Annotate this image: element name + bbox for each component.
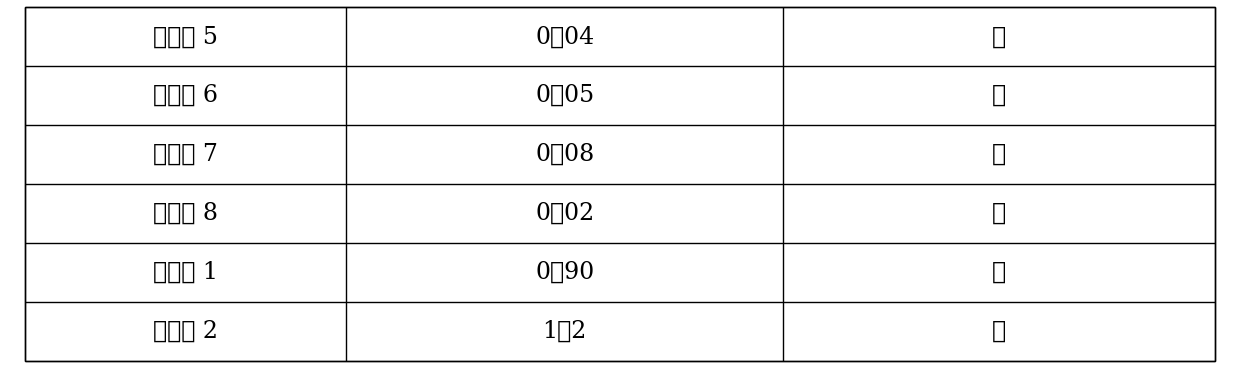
Text: 实施例 5: 实施例 5	[153, 25, 218, 48]
Text: 0．05: 0．05	[536, 84, 594, 107]
Text: 1．2: 1．2	[542, 320, 587, 343]
Text: 对比例 1: 对比例 1	[153, 261, 218, 284]
Text: 有: 有	[992, 320, 1006, 343]
Text: 实施例 7: 实施例 7	[153, 143, 218, 166]
Text: 实施例 6: 实施例 6	[153, 84, 218, 107]
Text: 0．02: 0．02	[534, 202, 594, 225]
Text: 0．08: 0．08	[534, 143, 594, 166]
Text: 无: 无	[992, 84, 1006, 107]
Text: 对比例 2: 对比例 2	[153, 320, 218, 343]
Text: 无: 无	[992, 143, 1006, 166]
Text: 无: 无	[992, 25, 1006, 48]
Text: 0．04: 0．04	[534, 25, 594, 48]
Text: 有: 有	[992, 261, 1006, 284]
Text: 实施例 8: 实施例 8	[153, 202, 218, 225]
Text: 无: 无	[992, 202, 1006, 225]
Text: 0．90: 0．90	[534, 261, 594, 284]
